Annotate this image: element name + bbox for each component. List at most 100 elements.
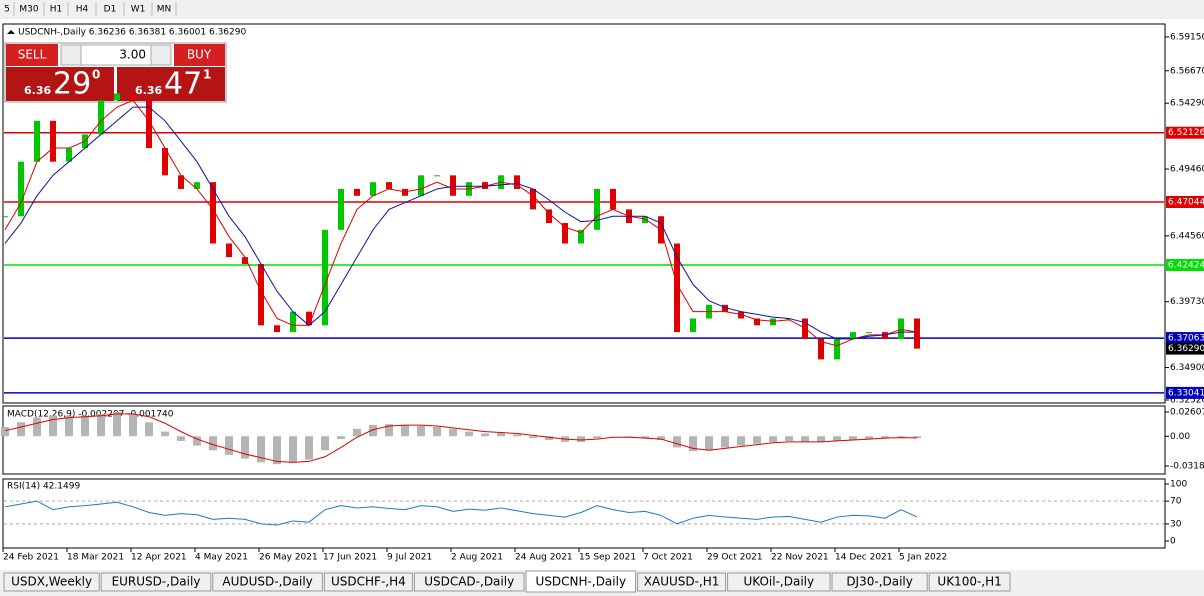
candle <box>754 318 760 326</box>
volume-up[interactable] <box>150 44 172 66</box>
tab[interactable] <box>212 572 323 592</box>
tab[interactable] <box>831 572 928 592</box>
candle <box>802 318 808 339</box>
macd-bar <box>305 436 313 460</box>
x-tick-label: 17 Jun 2021 <box>323 553 377 563</box>
candle <box>722 304 728 312</box>
candle <box>178 175 184 189</box>
tab[interactable] <box>727 572 831 592</box>
macd-bar <box>657 436 665 440</box>
tab[interactable] <box>637 572 727 592</box>
tab[interactable] <box>525 570 637 593</box>
macd-bar <box>321 436 329 451</box>
sell-button[interactable] <box>6 44 58 66</box>
macd-bar <box>273 436 281 465</box>
sell-price-box[interactable] <box>6 67 114 101</box>
sell-price-sup: 0 <box>92 68 100 82</box>
candle <box>162 148 168 176</box>
level-label: 6.47044 <box>1168 197 1204 207</box>
candle <box>194 182 200 189</box>
y-tick-label: 6.56670 <box>1170 66 1204 76</box>
macd-bar <box>689 436 697 452</box>
macd-bar <box>545 436 553 440</box>
candle <box>130 93 136 101</box>
x-tick-label: 14 Dec 2021 <box>835 553 893 563</box>
candle <box>562 223 568 244</box>
timeframe-button[interactable]: H4 <box>76 5 89 15</box>
macd-bar <box>433 426 441 437</box>
buy-button[interactable] <box>174 44 225 66</box>
macd-bar <box>721 436 729 448</box>
timeframe-button[interactable]: H1 <box>50 5 63 15</box>
tab-label[interactable]: USDCHF-,H4 <box>331 575 406 589</box>
candle <box>434 175 440 177</box>
macd-bar <box>65 415 73 437</box>
macd-bar <box>529 436 537 439</box>
timeframe-button[interactable]: MN <box>157 5 172 15</box>
trade-panel: SELL 3.00 BUY 6.36 29 0 6.36 47 1 <box>4 42 227 103</box>
macd-bar <box>913 436 921 439</box>
x-tick-label: 9 Jul 2021 <box>387 553 432 563</box>
buy-label[interactable]: BUY <box>187 48 212 62</box>
candle <box>594 188 600 230</box>
macd-bar <box>881 436 889 439</box>
x-tick-label: 15 Sep 2021 <box>579 553 636 563</box>
tab-label[interactable]: AUDUSD-,Daily <box>222 575 312 589</box>
tab[interactable] <box>323 572 413 592</box>
macd-title: MACD(12,26,9) -0.002207 -0.001740 <box>7 410 174 420</box>
macd-bar <box>753 436 761 444</box>
candle <box>514 175 520 189</box>
macd-bar <box>897 436 905 438</box>
level-label: 6.37063 <box>1168 334 1204 344</box>
volume[interactable]: 3.00 <box>119 48 146 62</box>
y-tick-label: 0.02607 <box>1170 407 1204 417</box>
level-label: 6.52126 <box>1168 128 1204 138</box>
tab-label[interactable]: DJ30-,Daily <box>846 575 913 589</box>
sell-label[interactable]: SELL <box>18 48 47 62</box>
macd-bar <box>129 413 137 437</box>
candle <box>50 120 56 162</box>
current-price-tag <box>1166 342 1204 355</box>
x-tick-label: 22 Nov 2021 <box>771 553 829 563</box>
level-tag <box>1166 332 1204 345</box>
macd-bar <box>337 436 345 440</box>
macd-bar <box>849 436 857 440</box>
macd-bar <box>817 436 825 442</box>
macd-bar <box>193 436 201 446</box>
tab-label[interactable]: USDCAD-,Daily <box>424 575 514 589</box>
tab-label[interactable]: USDCNH-,Daily <box>536 575 627 589</box>
macd-bar <box>161 431 169 437</box>
tab-label[interactable]: UK100-,H1 <box>937 575 1001 589</box>
tab[interactable] <box>928 572 1011 592</box>
macd-bar <box>737 436 745 446</box>
tab-label[interactable]: XAUUSD-,H1 <box>644 575 720 589</box>
timeframe-button[interactable]: W1 <box>131 5 146 15</box>
candle <box>482 182 488 189</box>
timeframe-button[interactable]: D1 <box>104 5 117 15</box>
timeframe-button[interactable]: M30 <box>19 5 38 15</box>
candle <box>578 229 584 244</box>
timeframe-button[interactable]: 5 <box>4 5 10 15</box>
moving-average <box>4 99 918 347</box>
candle <box>770 318 776 326</box>
tab[interactable] <box>413 572 525 592</box>
candle <box>818 338 824 360</box>
tab-label[interactable]: EURUSD-,Daily <box>112 575 201 589</box>
candle <box>898 318 904 339</box>
collapse-icon[interactable] <box>7 30 15 34</box>
candle <box>370 182 376 196</box>
candle <box>690 318 696 333</box>
x-tick-label: 2 Aug 2021 <box>451 553 503 563</box>
macd-bar <box>705 436 713 451</box>
tab-label[interactable]: USDX,Weekly <box>11 575 92 589</box>
candle <box>866 332 872 334</box>
macd-bar <box>513 434 521 437</box>
tab[interactable] <box>3 572 100 592</box>
candle <box>418 175 424 196</box>
tab[interactable] <box>100 572 212 592</box>
volume-down[interactable] <box>60 44 82 66</box>
tab-label[interactable]: UKOil-,Daily <box>743 575 814 589</box>
y-tick-label: 100 <box>1170 480 1187 490</box>
y-tick-label: 6.54290 <box>1170 99 1204 109</box>
